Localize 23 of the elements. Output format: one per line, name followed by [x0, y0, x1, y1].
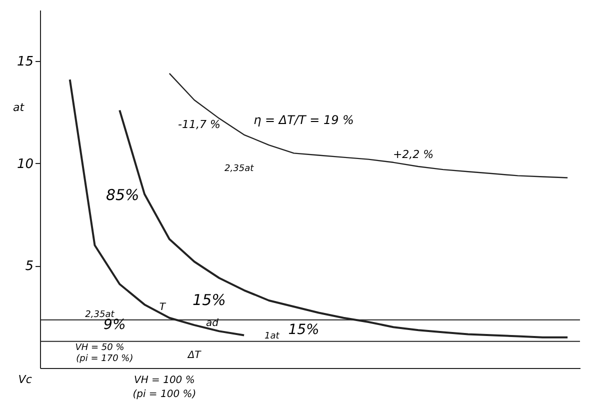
annotation: 2,35at: [224, 164, 254, 174]
text: Vc: [18, 373, 32, 386]
ref-line-label: 1at: [264, 331, 280, 342]
y-tick-label: 10: [16, 156, 34, 172]
y-tick-label: 5: [25, 259, 34, 274]
annotation: -11,7 %: [178, 118, 220, 131]
y-axis-title: at: [12, 100, 25, 114]
annotation: 85%: [106, 186, 140, 204]
annotation: η = ΔT/T = 19 %: [254, 113, 354, 127]
annotation: ad: [206, 318, 220, 329]
y-tick-label: 15: [16, 54, 34, 70]
annotation: 15%: [288, 322, 320, 338]
annotation: (pi = 170 %): [76, 354, 134, 364]
ref-line-label: 2,35at: [85, 310, 115, 320]
annotation: 9%: [104, 317, 126, 333]
line-series: [168, 72, 568, 178]
annotation: VH = 50 %: [75, 343, 124, 353]
text: (pi = 100 %): [132, 389, 196, 400]
annotation: ΔT: [186, 350, 202, 361]
annotation: T: [159, 302, 166, 313]
text: VH = 100 %: [134, 375, 195, 386]
annotation: 15%: [192, 291, 226, 309]
annotation: +2,2 %: [392, 148, 434, 161]
